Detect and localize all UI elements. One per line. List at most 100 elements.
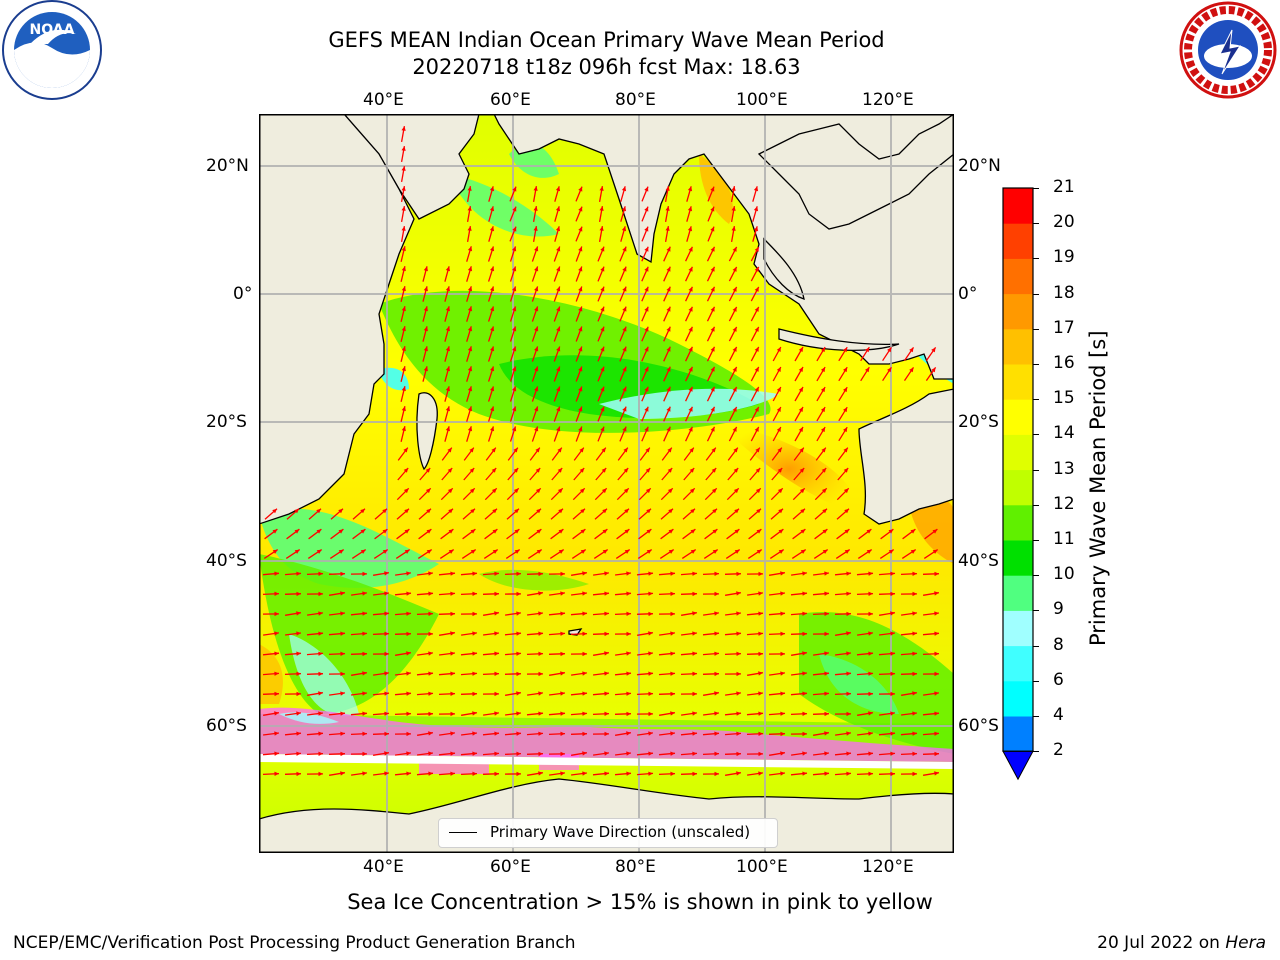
wave-vector-arrowhead (516, 591, 521, 597)
colorbar-tick (1033, 223, 1039, 225)
wave-vector-arrowhead (538, 751, 543, 757)
lat-label-left: 60°S (206, 716, 247, 736)
wave-vector-arrowhead (710, 386, 715, 392)
wave-vector-arrowhead (731, 186, 736, 191)
wave-vector-arrowhead (802, 731, 807, 737)
wave-vector-arrowhead (687, 186, 693, 192)
wave-vector-arrowhead (296, 631, 301, 636)
colorbar-tick (1033, 610, 1039, 612)
wave-vector-arrowhead (868, 631, 873, 636)
wave-vector-arrowhead (821, 468, 827, 473)
wave-vector-arrowhead (732, 246, 737, 252)
wave-vector-arrowhead (423, 326, 428, 332)
colorbar-tick-label: 9 (1053, 599, 1064, 620)
wave-vector-arrowhead (534, 246, 539, 252)
wave-vector-arrowhead (822, 508, 827, 514)
wave-vector-arrowhead (778, 549, 784, 554)
wave-vector-arrowhead (780, 691, 785, 696)
wave-vector-arrowhead (802, 571, 807, 576)
wave-vector-arrowhead (645, 488, 651, 494)
wave-vector-arrowhead (536, 508, 541, 514)
wave-vector-arrowhead (755, 447, 760, 453)
wave-vector-arrowhead (710, 186, 715, 192)
footer-branch: NCEP/EMC/Verification Post Processing Pr… (13, 933, 576, 953)
wave-vector-arrowhead (578, 286, 583, 292)
colorbar-segment (1003, 540, 1033, 576)
wave-vector-arrowhead (666, 286, 671, 292)
wave-vector-arrowhead (514, 529, 520, 534)
wave-vector-arrowhead (710, 246, 715, 252)
wave-vector-arrowhead (802, 611, 807, 616)
wave-vector-arrowhead (467, 206, 472, 211)
wave-vector-arrowhead (626, 671, 631, 676)
map-frame-border (259, 114, 954, 853)
wave-vector-arrowhead (622, 246, 627, 252)
wave-vector-arrowhead (447, 488, 453, 494)
wave-vector-arrowhead (824, 611, 829, 616)
wave-vector-arrowhead (820, 427, 826, 433)
wave-vector-arrowhead (516, 731, 521, 736)
wave-vector-arrowhead (912, 571, 917, 576)
wave-vector-arrowhead (448, 549, 454, 554)
wave-vector-arrowhead (624, 508, 629, 514)
colorbar-tick-label: 11 (1053, 529, 1075, 549)
wave-vector-arrowhead (450, 671, 455, 676)
wave-vector-arrowhead (423, 286, 428, 292)
wave-vector-arrowhead (401, 246, 406, 252)
wave-vector-arrowhead (692, 771, 697, 777)
wave-vector-arrowhead (338, 529, 344, 534)
wave-vector-arrowhead (931, 347, 936, 353)
wave-vector-arrowhead (600, 406, 605, 412)
wave-vector-arrowhead (890, 711, 895, 716)
wave-vector-arrowhead (710, 306, 715, 312)
wave-vector-arrowhead (560, 591, 565, 596)
wave-vector-arrowhead (711, 488, 717, 494)
wave-vector-arrowhead (644, 246, 649, 252)
wave-vector-arrowhead (843, 367, 848, 373)
wave-vector-arrowhead (296, 651, 301, 656)
lat-label-right: 60°S (958, 716, 999, 736)
wave-vector-arrowhead (533, 186, 538, 191)
wave-vector-arrowhead (582, 571, 587, 576)
wave-vector-arrowhead (780, 651, 785, 657)
wave-vector-arrowhead (868, 571, 873, 576)
wave-vector-arrowhead (384, 611, 389, 616)
wave-vector-arrowhead (644, 386, 649, 392)
wave-vector-arrowhead (732, 286, 737, 292)
wave-vector-arrowhead (733, 447, 738, 453)
wave-vector-arrowhead (423, 306, 428, 312)
wave-vector-arrowhead (714, 691, 719, 696)
legend-label: Primary Wave Direction (unscaled) (490, 823, 751, 841)
wave-vector-arrowhead (732, 326, 737, 332)
wave-vector-arrowhead (912, 731, 917, 736)
wave-vector-arrowhead (626, 691, 631, 696)
wave-vector-arrowhead (689, 468, 695, 473)
wave-vector-arrowhead (802, 631, 807, 637)
wave-vector-arrowhead (692, 751, 697, 756)
wave-vector-arrowhead (934, 651, 939, 656)
wave-vector-arrowhead (362, 631, 367, 636)
wave-vector-arrowhead (406, 691, 411, 696)
wave-vector-arrowhead (710, 406, 715, 412)
colorbar-tick (1033, 188, 1039, 189)
colorbar-segment (1003, 188, 1033, 224)
wave-vector-arrowhead (535, 468, 541, 473)
wave-vector-arrowhead (556, 326, 561, 332)
wave-vector-arrowhead (887, 347, 892, 353)
wave-vector-arrowhead (670, 711, 675, 716)
wave-vector-arrowhead (802, 751, 807, 756)
wave-vector-arrowhead (753, 206, 759, 212)
wave-vector-arrowhead (445, 346, 450, 352)
wave-vector-arrowhead (533, 206, 538, 211)
wave-vector-arrowhead (732, 386, 737, 392)
wave-vector-arrowhead (645, 468, 651, 473)
wave-vector-arrowhead (582, 591, 587, 596)
wave-vector-arrowhead (887, 367, 892, 373)
wave-vector-arrowhead (824, 731, 829, 736)
wave-vector-arrowhead (670, 571, 675, 576)
wave-vector-arrowhead (600, 246, 605, 252)
wave-vector-arrowhead (403, 488, 409, 494)
wave-vector-arrowhead (512, 366, 517, 372)
wave-vector-arrowhead (604, 611, 609, 616)
wave-vector-arrowhead (843, 347, 848, 353)
